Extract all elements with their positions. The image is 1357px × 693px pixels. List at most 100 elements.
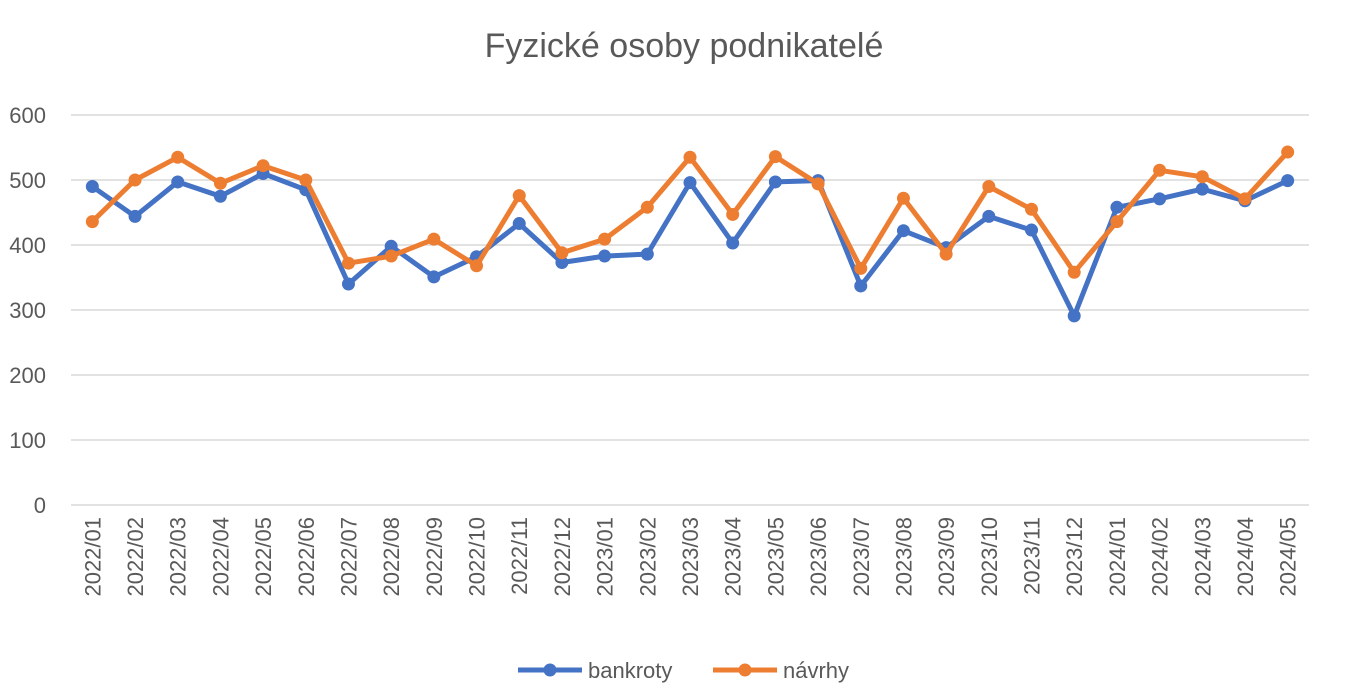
data-point bbox=[427, 232, 441, 246]
x-tick-label: 2022/10 bbox=[465, 517, 490, 597]
x-tick-label: 2024/05 bbox=[1276, 517, 1301, 597]
x-tick-label: 2022/03 bbox=[166, 517, 191, 597]
x-tick-label: 2022/09 bbox=[422, 517, 447, 597]
data-point bbox=[512, 189, 526, 203]
data-point bbox=[128, 173, 142, 187]
series-lines bbox=[85, 145, 1295, 323]
data-point bbox=[555, 246, 569, 260]
x-tick-label: 2023/09 bbox=[934, 517, 959, 597]
legend-item: návrhy bbox=[713, 658, 849, 683]
data-point bbox=[384, 249, 398, 263]
x-tick-label: 2022/04 bbox=[208, 517, 233, 597]
x-tick-label: 2022/08 bbox=[379, 517, 404, 597]
data-point bbox=[1238, 192, 1252, 206]
data-point bbox=[555, 256, 569, 270]
x-tick-label: 2023/05 bbox=[763, 517, 788, 597]
data-point bbox=[128, 209, 142, 223]
x-tick-label: 2024/02 bbox=[1148, 517, 1173, 597]
series-1 bbox=[85, 145, 1295, 279]
data-point bbox=[512, 217, 526, 231]
legend-label: bankroty bbox=[588, 658, 672, 683]
x-tick-label: 2022/06 bbox=[294, 517, 319, 597]
data-point bbox=[896, 224, 910, 238]
data-point bbox=[213, 176, 227, 190]
x-tick-label: 2022/07 bbox=[336, 517, 361, 597]
y-tick-label: 600 bbox=[9, 103, 46, 128]
data-point bbox=[640, 200, 654, 214]
data-point bbox=[854, 261, 868, 275]
data-point bbox=[896, 191, 910, 205]
data-point bbox=[1110, 215, 1124, 229]
x-tick-label: 2023/03 bbox=[678, 517, 703, 597]
legend-marker bbox=[543, 663, 557, 677]
data-point bbox=[171, 150, 185, 164]
legend-item: bankroty bbox=[518, 658, 672, 683]
data-point bbox=[768, 175, 782, 189]
legend-label: návrhy bbox=[783, 658, 849, 683]
x-tick-label: 2023/04 bbox=[721, 517, 746, 597]
data-point bbox=[341, 277, 355, 291]
data-point bbox=[1110, 200, 1124, 214]
data-point bbox=[1153, 192, 1167, 206]
data-point bbox=[1067, 309, 1081, 323]
data-point bbox=[256, 159, 270, 173]
data-point bbox=[470, 259, 484, 273]
y-tick-label: 200 bbox=[9, 363, 46, 388]
x-tick-label: 2023/01 bbox=[593, 517, 618, 597]
y-tick-label: 400 bbox=[9, 233, 46, 258]
data-point bbox=[811, 177, 825, 191]
data-point bbox=[939, 247, 953, 261]
data-point bbox=[384, 239, 398, 253]
data-point bbox=[1025, 223, 1039, 237]
data-point bbox=[982, 209, 996, 223]
x-tick-label: 2024/01 bbox=[1105, 517, 1130, 597]
data-point bbox=[640, 247, 654, 261]
data-point bbox=[1195, 170, 1209, 184]
data-point bbox=[1067, 265, 1081, 279]
x-tick-label: 2022/11 bbox=[507, 517, 532, 595]
series-line bbox=[89, 149, 1291, 275]
data-point bbox=[726, 236, 740, 250]
y-tick-label: 100 bbox=[9, 428, 46, 453]
data-point bbox=[768, 150, 782, 164]
x-tick-label: 2023/12 bbox=[1062, 517, 1087, 597]
y-tick-label: 500 bbox=[9, 168, 46, 193]
x-tick-label: 2022/02 bbox=[123, 517, 148, 597]
x-tick-label: 2023/11 bbox=[1020, 517, 1045, 595]
data-point bbox=[85, 180, 99, 193]
data-point bbox=[171, 175, 185, 189]
data-point bbox=[1025, 202, 1039, 216]
x-tick-label: 2022/05 bbox=[251, 517, 276, 597]
y-tick-label: 0 bbox=[34, 493, 46, 518]
data-point bbox=[598, 249, 612, 263]
data-point bbox=[1153, 163, 1167, 177]
chart-title: Fyzické osoby podnikatelé bbox=[485, 27, 884, 65]
data-point bbox=[427, 270, 441, 284]
data-point bbox=[1281, 145, 1295, 159]
x-tick-label: 2023/08 bbox=[891, 517, 916, 597]
data-point bbox=[683, 176, 697, 190]
x-tick-label: 2022/12 bbox=[550, 517, 575, 597]
data-point bbox=[683, 150, 697, 164]
data-point bbox=[854, 279, 868, 293]
data-point bbox=[726, 207, 740, 221]
x-axis: 2022/01 2022/02 2022/03 2022/04 2022/05 2022/… bbox=[80, 517, 1300, 597]
data-point bbox=[982, 180, 996, 193]
data-point bbox=[1281, 174, 1295, 188]
y-tick-label: 300 bbox=[9, 298, 46, 323]
x-tick-label: 2023/07 bbox=[849, 517, 874, 597]
x-tick-label: 2023/10 bbox=[977, 517, 1002, 597]
x-tick-label: 2022/01 bbox=[80, 517, 105, 597]
data-point bbox=[213, 189, 227, 203]
legend: bankroty návrhy bbox=[518, 658, 849, 683]
x-tick-label: 2024/04 bbox=[1233, 517, 1258, 597]
legend-marker bbox=[738, 663, 752, 677]
data-point bbox=[598, 232, 612, 246]
data-point bbox=[341, 256, 355, 270]
y-axis: 0 100 200 300 400 500 600 bbox=[9, 103, 46, 518]
x-tick-label: 2023/06 bbox=[806, 517, 831, 597]
data-point bbox=[1195, 182, 1209, 196]
x-tick-label: 2023/02 bbox=[635, 517, 660, 597]
